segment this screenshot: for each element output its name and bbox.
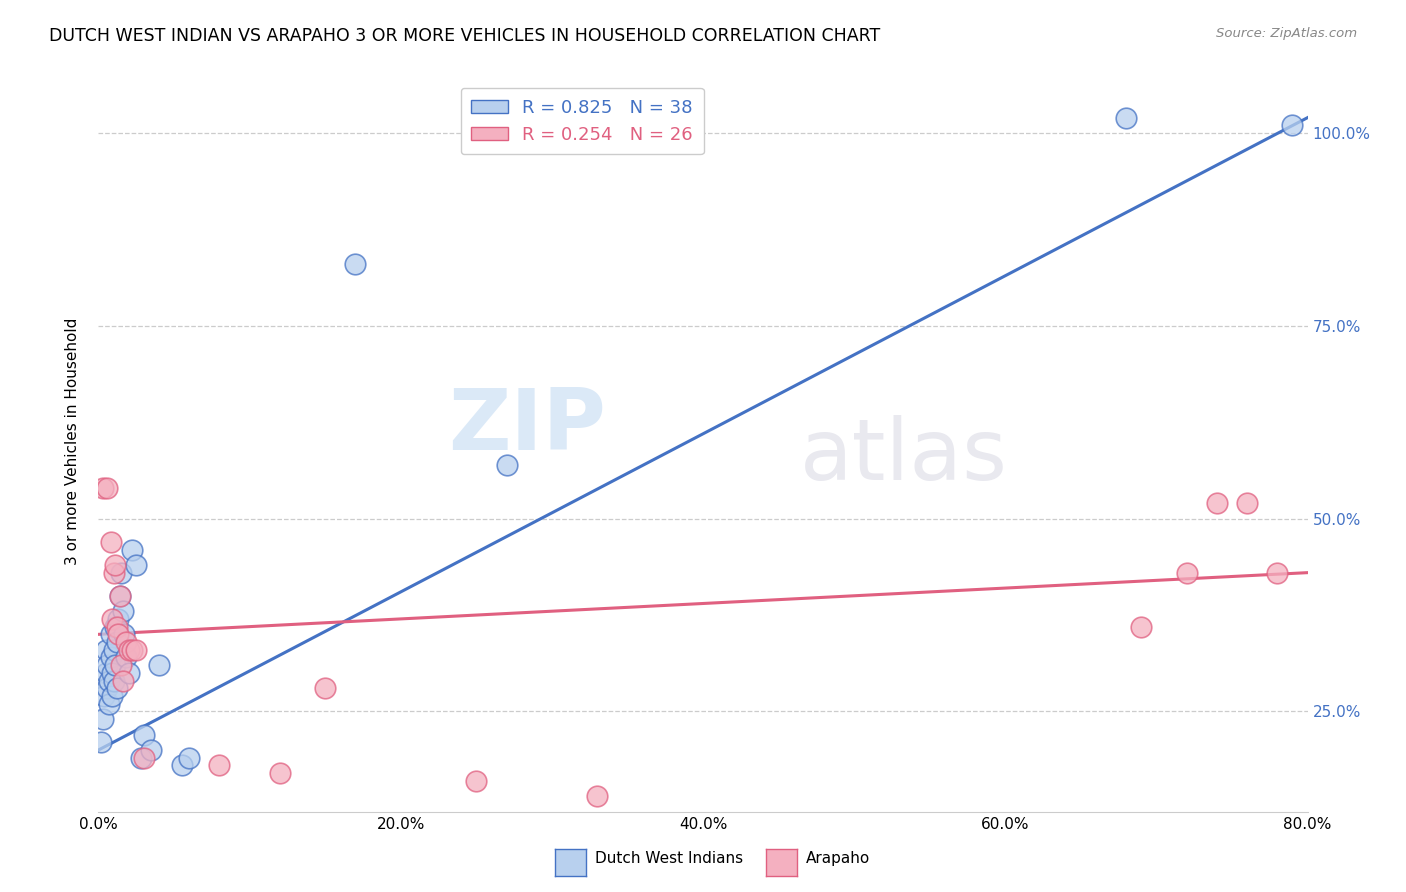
Point	[1130, 620, 1153, 634]
Point	[104, 620, 127, 634]
Point	[90, 735, 112, 749]
Point	[208, 758, 231, 772]
Point	[96, 481, 118, 495]
Text: ZIP: ZIP	[449, 385, 606, 468]
Point	[103, 642, 125, 657]
Point	[1281, 119, 1303, 133]
Point	[269, 766, 291, 780]
Point	[125, 642, 148, 657]
Text: Arapaho: Arapaho	[806, 852, 870, 866]
Point	[94, 642, 117, 657]
Point	[103, 566, 125, 580]
Point	[1267, 566, 1289, 580]
Text: atlas: atlas	[800, 415, 1008, 498]
Point	[121, 642, 143, 657]
Point	[1236, 496, 1258, 510]
Point	[111, 673, 134, 688]
Point	[110, 566, 132, 580]
Point	[91, 481, 114, 495]
Point	[1175, 566, 1198, 580]
Point	[104, 658, 127, 673]
Point	[100, 627, 122, 641]
Point	[344, 257, 367, 271]
Point	[118, 642, 141, 657]
Point	[586, 789, 609, 804]
Point	[96, 681, 118, 696]
Point	[98, 673, 121, 688]
Point	[314, 681, 336, 696]
Point	[94, 665, 117, 680]
Point	[141, 743, 163, 757]
Point	[105, 681, 128, 696]
Point	[118, 665, 141, 680]
Point	[93, 689, 115, 703]
Point	[100, 534, 122, 549]
Point	[107, 627, 129, 641]
Point	[114, 635, 136, 649]
Point	[1206, 496, 1229, 510]
Point	[495, 458, 517, 472]
Point	[104, 558, 127, 572]
Point	[108, 589, 131, 603]
Point	[100, 650, 122, 665]
Point	[121, 542, 143, 557]
Point	[112, 627, 135, 641]
Point	[114, 650, 136, 665]
Point	[179, 750, 201, 764]
Point	[110, 658, 132, 673]
Point	[132, 728, 155, 742]
Text: Source: ZipAtlas.com: Source: ZipAtlas.com	[1216, 27, 1357, 40]
Point	[132, 750, 155, 764]
Point	[105, 635, 128, 649]
Point	[103, 673, 125, 688]
Y-axis label: 3 or more Vehicles in Household: 3 or more Vehicles in Household	[65, 318, 80, 566]
Point	[98, 697, 121, 711]
Point	[108, 589, 131, 603]
Point	[91, 712, 114, 726]
Point	[148, 658, 170, 673]
Point	[101, 665, 124, 680]
Point	[125, 558, 148, 572]
Point	[101, 689, 124, 703]
Point	[1115, 111, 1137, 125]
Point	[105, 620, 128, 634]
Legend: R = 0.825   N = 38, R = 0.254   N = 26: R = 0.825 N = 38, R = 0.254 N = 26	[461, 87, 703, 154]
Point	[96, 658, 118, 673]
Point	[101, 612, 124, 626]
Point	[107, 612, 129, 626]
Point	[129, 750, 152, 764]
Point	[111, 604, 134, 618]
Point	[465, 773, 488, 788]
Text: Dutch West Indians: Dutch West Indians	[595, 852, 742, 866]
Text: DUTCH WEST INDIAN VS ARAPAHO 3 OR MORE VEHICLES IN HOUSEHOLD CORRELATION CHART: DUTCH WEST INDIAN VS ARAPAHO 3 OR MORE V…	[49, 27, 880, 45]
Point	[170, 758, 193, 772]
